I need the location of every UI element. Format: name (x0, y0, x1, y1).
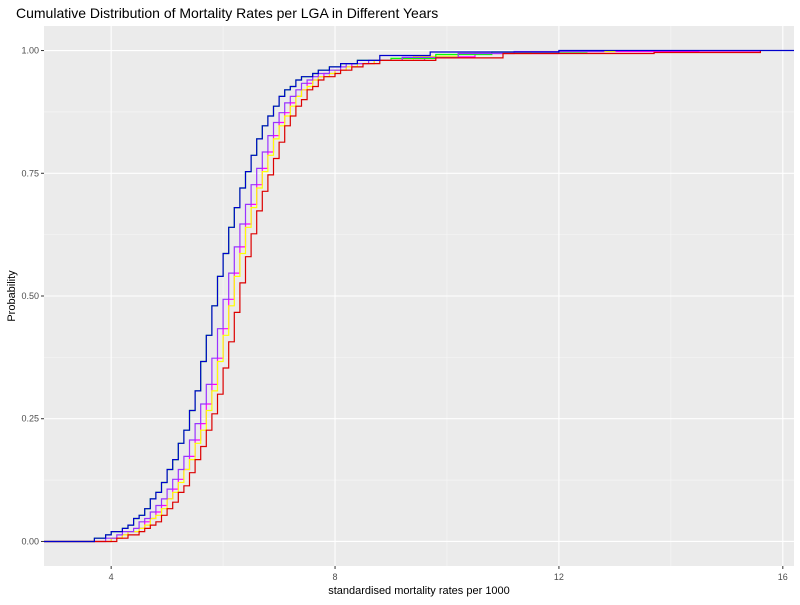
chart-title: Cumulative Distribution of Mortality Rat… (16, 5, 438, 21)
x-axis-ticks: 4 8 12 16 (109, 566, 788, 582)
y-tick-label: 0.00 (21, 536, 39, 546)
series-line-5 (44, 49, 794, 543)
y-tick-label: 0.50 (21, 291, 39, 301)
series-line-4 (44, 50, 761, 543)
x-tick-label: 4 (109, 572, 114, 582)
x-tick-label: 16 (778, 572, 788, 582)
y-tick-label: 1.00 (21, 46, 39, 56)
y-tick-label: 0.25 (21, 414, 39, 424)
x-axis-label: standardised mortality rates per 1000 (328, 585, 510, 597)
y-axis-label: Probability (6, 270, 18, 322)
y-axis-ticks: 0.00 0.25 0.50 0.75 1.00 (21, 46, 44, 546)
x-tick-label: 12 (554, 572, 564, 582)
y-tick-label: 0.75 (21, 168, 39, 178)
series-lines (44, 49, 794, 543)
series-line-3 (44, 50, 605, 543)
x-tick-label: 8 (333, 572, 338, 582)
major-gridlines (44, 26, 794, 566)
